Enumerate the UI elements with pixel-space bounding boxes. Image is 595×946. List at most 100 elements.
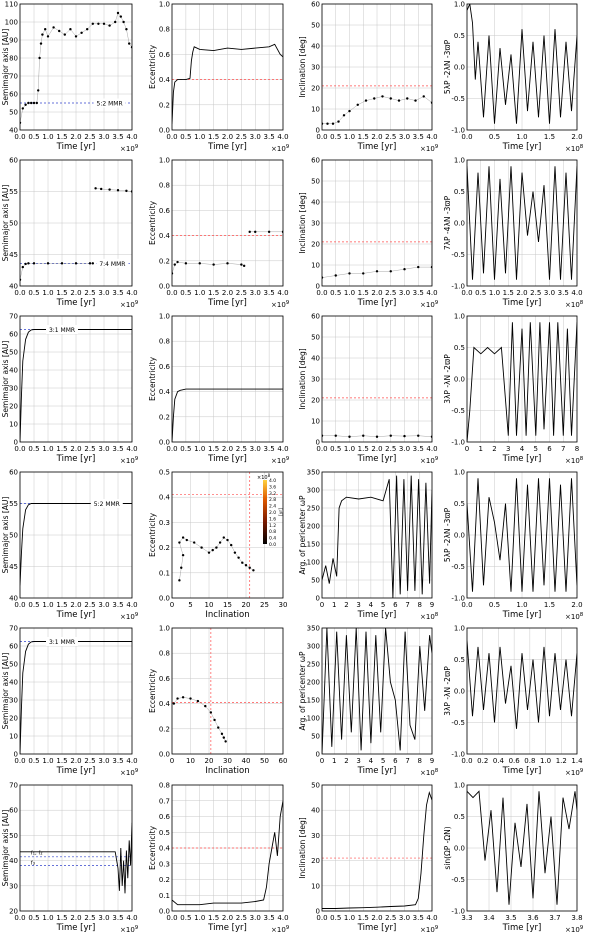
y-tick-label: 0.5 — [159, 469, 170, 477]
panel-r3-c4: 0 1 2 3 4 5 6 7 8 -1.0 -0.5 0.0 0.5 1.0 Time [yr] 3λP -… — [443, 313, 584, 466]
y-axis-label: Inclination [deg] — [298, 348, 307, 409]
y-tick-label: 0.4 — [159, 494, 171, 502]
x-axis-label: Time [yr] — [357, 610, 397, 620]
x-tick-label: 2.0 — [70, 601, 81, 609]
y-tick-label: 0.8 — [159, 26, 170, 34]
x-tick-label: 3.5 — [505, 914, 516, 922]
series-line — [172, 43, 283, 124]
x-tick-label: 30 — [279, 601, 288, 609]
y-tick-label: 0.5 — [454, 656, 465, 664]
colorbar-label: [yr] — [278, 508, 284, 516]
series-line — [467, 322, 577, 442]
exponent-power: 8 — [580, 300, 584, 306]
mmr-annotation: 5:2 MMR — [97, 101, 123, 108]
data-point — [196, 699, 200, 703]
x-tick-label: 2.5 — [530, 289, 541, 297]
exponent-power: 9 — [135, 612, 139, 618]
y-tick-label: 0.2 — [159, 544, 170, 552]
x-tick-label: 2.0 — [571, 601, 582, 609]
y-tick-label: 40 — [9, 367, 18, 375]
y-tick-label: -0.5 — [451, 563, 465, 571]
x-axis-label: Time [yr] — [502, 454, 542, 464]
x-tick-label: 0.0 — [461, 601, 472, 609]
x-tick-label: 2 — [492, 445, 496, 453]
axes-frame — [466, 627, 578, 755]
x-tick-label: 3.0 — [250, 133, 261, 141]
x-tick-label: 10 — [205, 601, 214, 609]
y-tick-label: 0.0 — [159, 908, 170, 916]
x-tick-label: 3.5 — [413, 445, 424, 453]
x-tick-label: 1.0 — [194, 133, 205, 141]
data-point — [74, 262, 78, 265]
exponent-base: ×10 — [565, 926, 580, 934]
x-tick-label: 1.0 — [194, 289, 205, 297]
y-tick-label: 200 — [307, 523, 320, 531]
data-point — [224, 740, 227, 743]
x-axis-exponent: ×109 — [120, 144, 139, 153]
x-tick-label: 2.0 — [571, 133, 582, 141]
data-point — [69, 28, 72, 31]
exponent-power: 9 — [135, 300, 139, 306]
x-tick-label: 1.0 — [344, 914, 355, 922]
x-tick-label: 2.5 — [236, 445, 247, 453]
x-axis-label: Time [yr] — [207, 923, 247, 933]
y-tick-label: 60 — [9, 157, 18, 165]
y-tick-label: 0.3 — [159, 519, 170, 527]
series-line — [20, 641, 132, 754]
data-point — [94, 187, 97, 190]
y-axis-label: Inclination [deg] — [298, 192, 307, 253]
x-tick-label: 3.0 — [399, 914, 410, 922]
data-point — [80, 31, 83, 34]
panel-r2-c4: 0.0 0.5 1.0 1.5 2.0 2.5 3.0 3.5 4.0-1.0-0.50.00.… — [443, 157, 584, 310]
panel-r6-c1: 0.0 0.5 1.0 1.5 2.0 2.5 3.0 3.5 4.0 20 30 40 50 60 70 f… — [1, 782, 139, 935]
data-point — [86, 28, 89, 31]
data-point — [74, 35, 78, 38]
panel-r3-c1: 0.0 0.5 1.0 1.5 2.0 2.5 3.0 3.5 4.0 0 10 20 30 40 50 60… — [1, 313, 139, 466]
x-axis-exponent: ×109 — [120, 456, 139, 465]
x-tick-label: 3.5 — [413, 133, 424, 141]
exponent-power: 9 — [435, 300, 439, 306]
y-tick-label: -0.5 — [451, 719, 465, 727]
y-tick-label: 30 — [311, 64, 320, 72]
plot-area — [322, 472, 432, 598]
data-point — [334, 434, 337, 437]
data-point — [356, 103, 359, 107]
y-tick-label: 110 — [5, 1, 18, 9]
data-point — [217, 726, 220, 729]
y-tick-label: 0.6 — [159, 675, 171, 683]
y-axis-label: Eccentricity — [148, 512, 157, 557]
x-tick-label: 2 — [344, 757, 348, 765]
y-tick-label: 1.0 — [159, 1, 170, 9]
x-axis-exponent: ×108 — [420, 768, 439, 777]
data-point — [362, 434, 365, 437]
y-tick-label: 60 — [9, 469, 18, 477]
exponent-power: 9 — [286, 144, 290, 150]
panel-r2-c3: 0.0 0.5 1.0 1.5 2.0 2.5 3.0 3.5 4.0 0 10 20 30 40 50 60… — [298, 157, 439, 310]
x-tick-label: 0.5 — [28, 133, 39, 141]
y-tick-label: 0.8 — [159, 782, 170, 790]
series-line — [322, 790, 432, 909]
x-tick-label: 1.0 — [42, 445, 53, 453]
x-tick-label: 3.8 — [571, 914, 582, 922]
y-tick-label: 150 — [307, 541, 320, 549]
data-point — [27, 101, 30, 105]
x-tick-label: 0 — [170, 757, 174, 765]
data-point — [240, 263, 243, 266]
y-tick-label: 100 — [307, 715, 320, 723]
exponent-power: 9 — [435, 456, 439, 462]
data-point — [226, 538, 229, 542]
data-point — [32, 101, 36, 105]
data-point — [342, 114, 346, 117]
x-tick-label: 3.4 — [483, 914, 495, 922]
y-axis-label: Eccentricity — [148, 825, 157, 870]
data-point — [88, 262, 92, 265]
y-tick-label: -1.0 — [451, 127, 465, 135]
x-axis-label: Time [yr] — [357, 923, 397, 933]
x-tick-label: 0.5 — [475, 289, 486, 297]
x-tick-label: 0.5 — [180, 914, 191, 922]
x-tick-label: 9 — [430, 757, 434, 765]
y-axis-label: Eccentricity — [148, 200, 157, 245]
annotation-bg — [90, 499, 123, 508]
panel-r1-c3: 0.0 0.5 1.0 1.5 2.0 2.5 3.0 3.5 4.0 0 10 20 30 40 50 60… — [298, 1, 439, 154]
exponent-base: ×10 — [565, 613, 580, 621]
